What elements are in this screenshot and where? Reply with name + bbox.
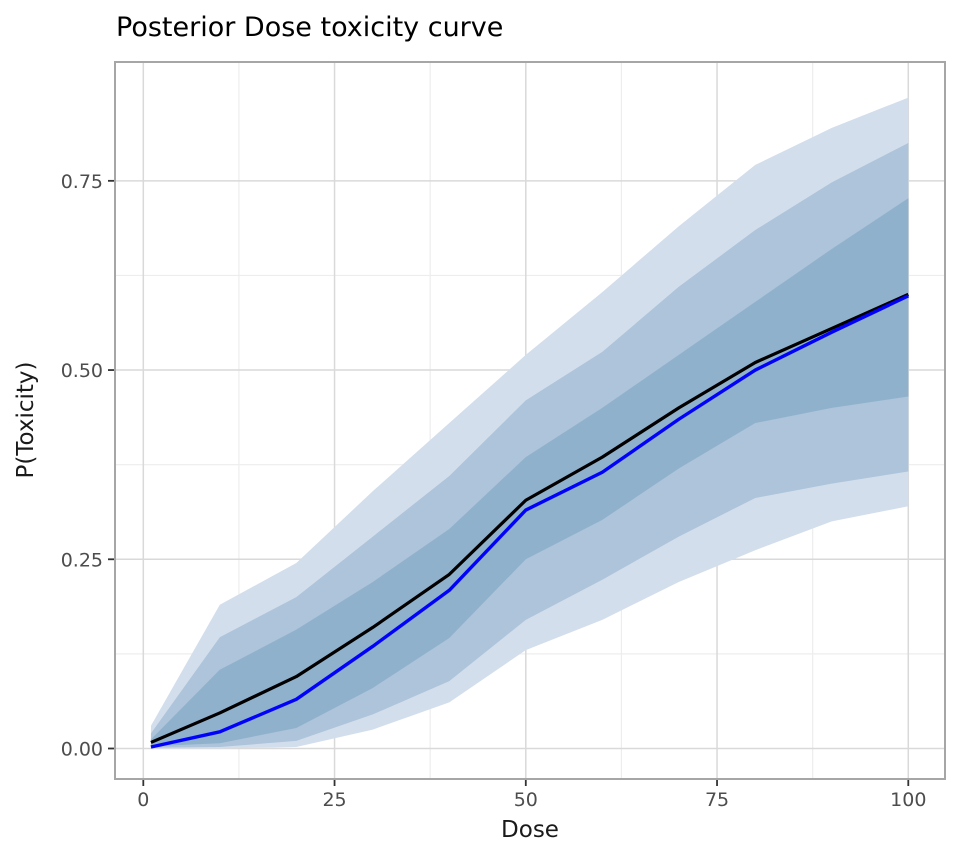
reference-blue-line [150,294,910,749]
y-tick-label: 0.25 [61,549,103,571]
ribbon-50 [150,198,909,747]
y-tick-label: 0.50 [61,360,103,382]
posterior-mean-line [150,292,909,744]
x-tick-label: 100 [890,789,926,811]
y-axis-title: P(Toxicity) [13,361,39,479]
x-tick-label: 75 [705,789,729,811]
x-axis-title: Dose [501,817,559,843]
panel-border [114,61,946,780]
x-tick-label: 50 [514,789,538,811]
x-tick-label: 0 [137,789,149,811]
x-tick-label: 25 [322,789,346,811]
y-tick-label: 0.75 [61,171,103,193]
plot-title: Posterior Dose toxicity curve [116,12,504,43]
y-tick-label: 0.00 [61,738,103,760]
ribbon-80 [150,142,909,748]
